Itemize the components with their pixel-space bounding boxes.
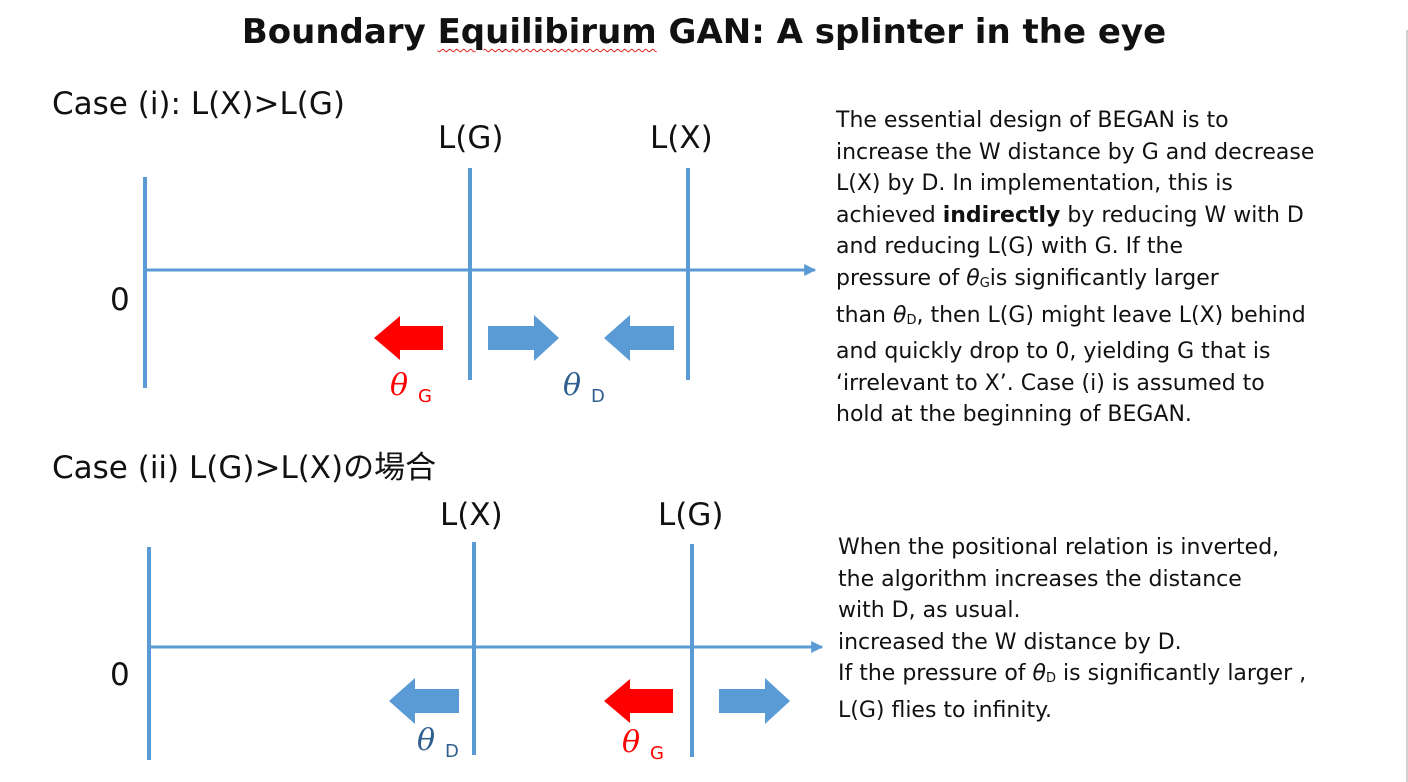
case-1-theta-g-arrow-left	[374, 316, 443, 360]
case-2-theta-g-sub: G	[650, 743, 664, 764]
case-2-zero-label: 0	[110, 657, 130, 693]
explanation-line: hold at the beginning of BEGAN.	[836, 402, 1192, 428]
explanation-line: pressure of θGis significantly larger	[836, 265, 1219, 291]
case-1-theta-g-symbol: θ	[390, 368, 408, 403]
explanation-line: and quickly drop to 0, yielding G that i…	[836, 339, 1271, 365]
explanation-line: than θD, then L(G) might leave L(X) behi…	[836, 302, 1306, 328]
explanation-line: increase the W distance by G and decreas…	[836, 139, 1315, 165]
case-1-zero-label: 0	[110, 282, 130, 318]
spellcheck-word: Equilibirum	[437, 12, 657, 52]
case-2-explanation: When the positional relation is inverted…	[838, 532, 1306, 727]
case-2-label: Case (ii) L(G)>L(X)の場合	[52, 450, 437, 486]
explanation-line: If the pressure of θD is significantly l…	[838, 661, 1307, 687]
case-2-theta-g-symbol: θ	[622, 725, 640, 760]
case-1-marker-left-label: L(G)	[438, 120, 503, 156]
explanation-line: ‘irrelevant to X’. Case (i) is assumed t…	[836, 370, 1265, 396]
case-1-label: Case (i): L(X)>L(G)	[52, 86, 345, 122]
explanation-line: The essential design of BEGAN is to	[836, 108, 1229, 133]
case-2-theta-d-arrow-right	[719, 678, 790, 724]
case-1-explanation: The essential design of BEGAN is to incr…	[836, 105, 1314, 431]
case-1-theta-d-arrow-left	[604, 315, 674, 361]
case-2-theta-g-arrow-left	[604, 679, 673, 723]
emphasis-indirectly: indirectly	[942, 202, 1061, 228]
case-2-marker-left-label: L(X)	[440, 497, 503, 533]
explanation-line: L(X) by D. In implementation, this is	[836, 171, 1233, 197]
case-2-marker-right-label: L(G)	[658, 497, 723, 533]
case-2-diagram: 0 L(X) L(G) θ D θ G	[110, 497, 824, 764]
explanation-line: the algorithm increases the distance	[838, 566, 1242, 592]
explanation-line: achieved indirectly by reducing W with D	[836, 202, 1304, 228]
case-2-theta-d-symbol: θ	[417, 723, 435, 758]
explanation-line: When the positional relation is inverted…	[838, 535, 1280, 560]
case-2-theta-d-arrow-left	[389, 678, 459, 724]
case-1-diagram: 0 L(G) L(X) θ G θ D	[110, 120, 817, 407]
case-2-theta-d-sub: D	[445, 741, 459, 762]
slide-edge	[1406, 30, 1408, 782]
slide-title: Boundary Equilibirum GAN: A splinter in …	[241, 12, 1167, 52]
case-1-theta-d-arrow-right	[488, 315, 559, 361]
case-1-theta-d-sub: D	[591, 386, 605, 407]
case-1-theta-g-sub: G	[418, 386, 432, 407]
explanation-line: with D, as usual.	[838, 598, 1021, 624]
case-1-marker-right-label: L(X)	[650, 120, 713, 156]
case-1-theta-d-symbol: θ	[563, 368, 581, 403]
explanation-line: increased the W distance by D.	[838, 629, 1182, 655]
explanation-line: and reducing L(G) with G. If the	[836, 234, 1183, 260]
explanation-line: L(G) flies to infinity.	[838, 697, 1052, 723]
